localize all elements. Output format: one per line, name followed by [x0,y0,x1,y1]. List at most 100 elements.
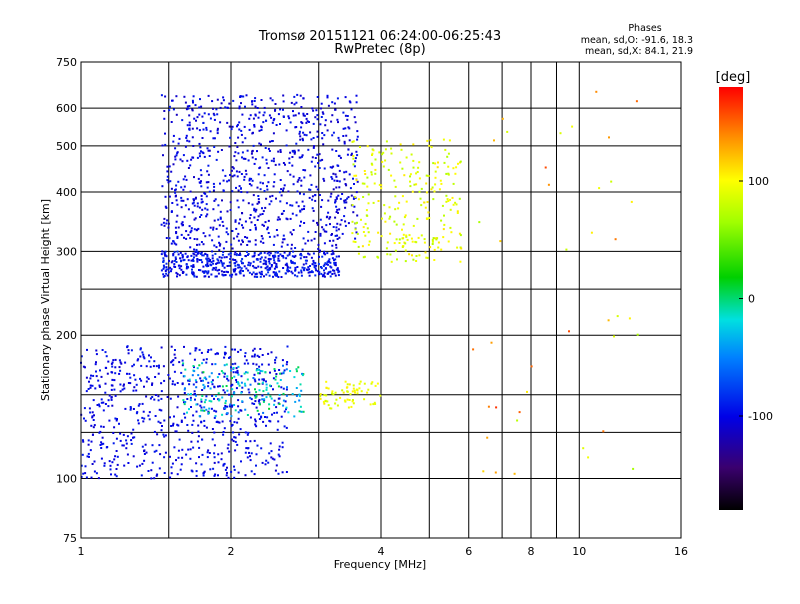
data-point [332,226,335,228]
data-point [246,191,249,194]
data-point [331,390,334,393]
data-point [216,269,219,272]
data-point [256,219,259,221]
data-point [115,419,118,422]
data-point [259,166,262,169]
data-point [97,379,100,382]
data-point [271,140,273,143]
data-point [224,352,227,355]
data-point [426,139,429,142]
data-point [243,362,246,365]
data-point [202,128,205,131]
data-point [123,387,126,390]
data-point [110,396,113,399]
data-point [254,388,256,391]
data-point [273,412,276,414]
data-point [244,431,247,434]
data-point [186,124,189,127]
data-point [239,95,242,98]
data-point [459,160,462,163]
data-point [251,156,254,159]
data-point [257,253,260,256]
data-point [285,217,288,220]
data-point [192,145,195,147]
data-point [294,268,297,271]
data-point [350,154,353,156]
data-point [247,261,250,264]
data-point [244,408,247,411]
data-point [260,143,262,146]
data-point [300,121,303,124]
data-point [334,201,336,204]
data-point [300,274,303,277]
data-point [240,95,243,98]
data-point [319,232,322,235]
data-point [206,351,209,353]
data-point [186,266,188,268]
data-point [376,382,379,385]
data-point [91,463,94,465]
data-point [205,378,208,381]
data-point [199,98,201,101]
data-point [154,394,157,396]
data-point [180,421,183,423]
data-point [336,238,339,240]
data-point [194,379,197,382]
data-point [286,266,289,269]
data-point [223,364,226,367]
data-point [307,148,310,151]
data-point [160,382,163,385]
data-point [151,383,153,386]
data-point [263,259,266,262]
data-point [399,161,402,164]
data-point [223,271,226,273]
data-point [184,416,187,419]
data-point [82,440,85,443]
data-point [115,468,118,470]
data-point [95,370,97,373]
data-point [181,253,184,256]
data-point [237,152,240,155]
data-point [163,266,166,269]
data-point [416,217,419,220]
data-point [115,437,118,440]
data-point [208,260,211,263]
data-point [111,384,114,387]
data-point [277,472,280,475]
data-point [390,147,393,150]
data-point [247,388,250,391]
data-point [316,188,319,191]
data-point [213,385,216,388]
data-point [301,155,303,158]
data-point [451,196,454,199]
data-point [355,174,358,177]
data-point [365,209,368,212]
data-point [183,375,186,378]
data-point [344,183,347,185]
data-point [138,403,141,406]
data-point [253,378,256,381]
data-point [135,383,138,386]
data-point [278,397,281,400]
data-point [355,150,358,153]
data-point [330,120,333,123]
data-point [195,119,197,122]
data-point [323,179,326,182]
data-point [208,399,211,402]
data-point [177,449,180,452]
data-point [241,141,244,144]
data-point [295,101,298,104]
data-point [170,466,173,469]
data-point [285,471,288,473]
data-point [276,274,279,277]
data-point [231,438,234,441]
data-point [423,241,426,244]
data-point [233,476,236,479]
data-point [268,258,271,261]
data-point [266,228,269,231]
data-point [166,219,169,222]
data-point [193,238,196,240]
data-point [297,271,300,274]
data-point [157,372,160,375]
data-point [374,172,377,175]
